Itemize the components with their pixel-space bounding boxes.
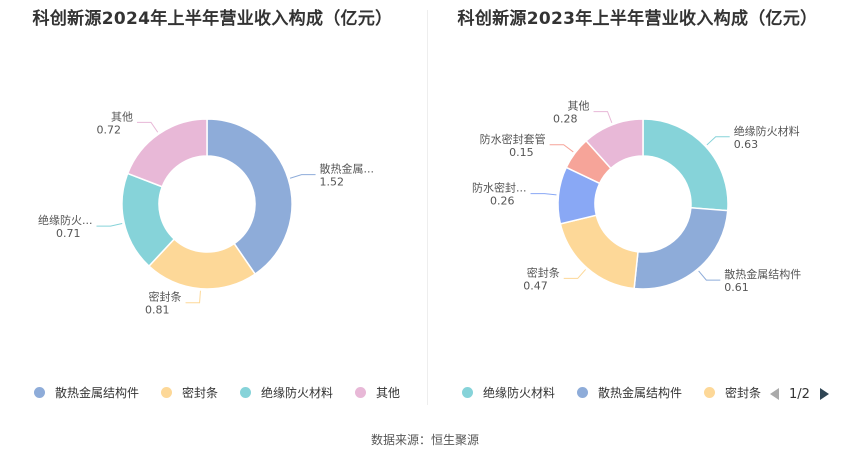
chart-panel-2023: 科创新源2023年上半年营业收入构成（亿元） 绝缘防火材料 0.63 散热金属结构件… bbox=[425, 0, 850, 410]
slice-name-label: 密封条 bbox=[149, 290, 182, 304]
label-leader-line bbox=[593, 111, 613, 123]
slice-value-label: 0.63 bbox=[734, 138, 759, 151]
label-leader-line bbox=[136, 121, 159, 133]
legend-dot-icon bbox=[161, 387, 173, 398]
legend-dot-icon bbox=[462, 387, 473, 398]
slice-value-label: 0.28 bbox=[553, 113, 578, 126]
slice-value-label: 0.47 bbox=[523, 279, 548, 292]
legend-label: 其他 bbox=[376, 386, 401, 400]
pie-slice[interactable] bbox=[642, 118, 729, 212]
label-leader-line bbox=[96, 222, 123, 227]
legend-item[interactable]: 其他 bbox=[355, 384, 400, 401]
legend-dot-icon bbox=[34, 387, 45, 398]
legend-label: 散热金属结构件 bbox=[55, 386, 140, 400]
legend-item[interactable]: 密封条 bbox=[704, 384, 761, 401]
legend-item[interactable]: 绝缘防火材料 bbox=[462, 384, 555, 401]
slice-value-label: 0.72 bbox=[96, 123, 121, 136]
slice-value-label: 0.26 bbox=[490, 195, 515, 208]
legend-item[interactable]: 绝缘防火材料 bbox=[240, 384, 333, 401]
label-leader-line bbox=[698, 270, 721, 281]
label-leader-line bbox=[289, 174, 316, 179]
label-leader-line bbox=[549, 144, 574, 153]
label-leader-line bbox=[706, 136, 730, 146]
legend-dot-icon bbox=[704, 387, 716, 398]
panel-divider bbox=[427, 10, 428, 405]
slice-name-label: 防水密封... bbox=[472, 181, 527, 195]
legend-item[interactable]: 散热金属结构件 bbox=[577, 384, 682, 401]
legend-label: 绝缘防火材料 bbox=[483, 386, 556, 400]
legend-label: 散热金属结构件 bbox=[598, 386, 683, 400]
chart-title: 科创新源2023年上半年营业收入构成（亿元） bbox=[457, 9, 818, 29]
label-leader-line bbox=[563, 269, 587, 279]
prev-page-icon[interactable] bbox=[770, 388, 779, 400]
slice-name-label: 其他 bbox=[111, 110, 133, 123]
slice-value-label: 0.71 bbox=[56, 227, 81, 240]
label-leader-line bbox=[530, 193, 557, 196]
pie-slice[interactable] bbox=[585, 118, 644, 170]
next-page-icon[interactable] bbox=[819, 388, 829, 400]
legend-dot-icon bbox=[577, 387, 589, 398]
pie-slice[interactable] bbox=[206, 118, 293, 276]
slice-name-label: 绝缘防火材料 bbox=[734, 124, 800, 138]
legend: 散热金属结构件 密封条 绝缘防火材料 其他 bbox=[34, 384, 422, 404]
slice-value-label: 0.61 bbox=[724, 281, 749, 294]
slice-name-label: 散热金属结构件 bbox=[724, 267, 801, 281]
legend-label: 密封条 bbox=[182, 386, 219, 400]
legend-pager: 1/2 bbox=[770, 384, 829, 404]
slice-name-label: 散热金属... bbox=[320, 162, 375, 176]
pie-slice[interactable] bbox=[633, 206, 729, 290]
legend-item[interactable]: 散热金属结构件 bbox=[34, 384, 139, 401]
legend-dot-icon bbox=[355, 387, 367, 398]
slice-name-label: 其他 bbox=[568, 100, 590, 113]
label-leader-line bbox=[185, 290, 201, 304]
legend-item[interactable]: 密封条 bbox=[161, 384, 218, 401]
pie-slice[interactable] bbox=[126, 118, 208, 188]
legend-label: 绝缘防火材料 bbox=[261, 386, 334, 400]
page-indicator: 1/2 bbox=[789, 386, 810, 402]
pie-slice[interactable] bbox=[559, 214, 639, 290]
slice-name-label: 防水密封套管 bbox=[480, 132, 546, 146]
data-source: 数据来源：恒生聚源 bbox=[370, 433, 479, 447]
slice-name-label: 密封条 bbox=[527, 265, 560, 279]
slice-value-label: 0.81 bbox=[145, 304, 170, 317]
slice-value-label: 1.52 bbox=[320, 176, 345, 189]
slice-name-label: 绝缘防火... bbox=[38, 213, 93, 227]
slice-value-label: 0.15 bbox=[509, 146, 534, 159]
legend-label: 密封条 bbox=[725, 386, 762, 400]
chart-title: 科创新源2024年上半年营业收入构成（亿元） bbox=[32, 9, 393, 29]
legend-dot-icon bbox=[240, 387, 252, 398]
legend: 绝缘防火材料 散热金属结构件 密封条 bbox=[462, 384, 783, 404]
chart-panel-2024: 科创新源2024年上半年营业收入构成（亿元） 散热金属... 1.52 密封条 0.8… bbox=[0, 0, 425, 410]
